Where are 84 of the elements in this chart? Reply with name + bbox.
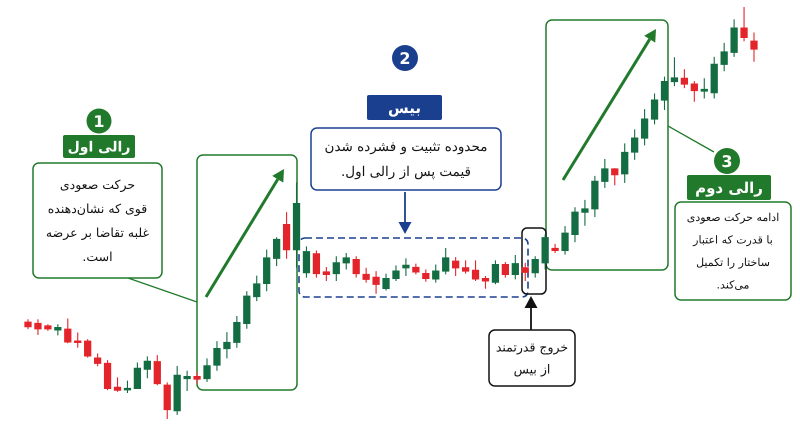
candlestick <box>382 273 390 292</box>
candlestick <box>272 236 280 267</box>
candlestick <box>551 243 559 254</box>
candlestick <box>452 256 460 277</box>
candlestick <box>362 267 370 284</box>
candlestick <box>282 212 290 260</box>
candlestick <box>442 247 450 275</box>
candlestick <box>253 275 260 302</box>
candlestick <box>114 376 122 392</box>
annotation: بیس <box>388 98 421 117</box>
candlestick <box>243 290 250 330</box>
candlestick <box>233 315 240 348</box>
annotation: رالی دوم <box>695 178 763 197</box>
candlestick <box>223 332 231 359</box>
annotation: 1 <box>93 112 105 131</box>
candlestick <box>720 42 728 72</box>
candlestick <box>104 360 112 391</box>
candlestick <box>730 18 738 58</box>
annotation: رالی اول <box>68 140 130 156</box>
candlestick <box>502 261 510 278</box>
candlestick <box>700 78 708 100</box>
candlestick <box>144 356 151 379</box>
candlestick <box>542 234 549 270</box>
candlestick <box>631 128 638 160</box>
candlestick <box>352 256 360 278</box>
candlestick <box>372 270 380 294</box>
candlestick <box>312 250 320 278</box>
candlestick <box>522 262 529 282</box>
candlestick <box>750 32 758 62</box>
candlestick <box>134 362 142 390</box>
candlestick <box>422 268 430 282</box>
annotation: ادامه حرکت صعودی با قدرت که اعتبار ساختار را تکمیل می‌کند. <box>686 211 780 292</box>
candlestick <box>302 246 310 278</box>
candlestick <box>571 206 579 243</box>
candlestick <box>690 80 698 102</box>
candlestick <box>680 68 688 89</box>
candlestick <box>601 158 608 188</box>
candlestick <box>193 371 201 385</box>
candlestick <box>54 324 62 336</box>
candlestick <box>402 258 410 277</box>
candlestick <box>482 275 490 290</box>
candlestick <box>561 226 569 256</box>
candlestick <box>412 263 420 275</box>
candlestick <box>660 76 668 111</box>
candlestick <box>392 264 400 282</box>
candlestick <box>24 318 32 330</box>
candlestick <box>154 354 161 386</box>
annotation: خروج قدرتمند از بیس <box>496 339 568 378</box>
candlestick <box>532 256 539 278</box>
candlestick <box>292 182 300 268</box>
candlestick <box>74 332 82 348</box>
candlestick <box>611 168 618 186</box>
candlestick <box>183 370 191 392</box>
candlestick <box>322 266 330 282</box>
candlestick <box>740 6 748 42</box>
candlestick <box>94 352 102 367</box>
candlestick <box>472 260 480 282</box>
candlestick <box>84 338 92 358</box>
candlestick <box>670 56 678 87</box>
candlestick <box>164 382 171 420</box>
candlestick <box>34 318 42 336</box>
candlestick <box>650 92 658 125</box>
candlestick <box>621 142 628 184</box>
annotation: 3 <box>721 152 733 171</box>
candlestick <box>492 260 500 285</box>
candlestick <box>342 252 350 270</box>
candlestick <box>124 380 132 394</box>
candlestick <box>44 324 52 332</box>
candlestick <box>332 256 340 282</box>
candlestick <box>462 260 470 274</box>
candlestick <box>263 249 270 292</box>
annotation: 2 <box>399 48 411 68</box>
candlestick <box>581 199 589 226</box>
candlestick <box>174 365 181 416</box>
candlestick <box>710 56 718 100</box>
candlestick <box>64 318 72 344</box>
candlestick <box>432 264 440 284</box>
candlestick <box>591 175 599 218</box>
candlestick <box>640 108 648 146</box>
annotation: محدوده تثبیت و فشرده شدن قیمت پس از رالی اول. <box>324 139 488 180</box>
candlestick <box>203 358 211 382</box>
annotation: حرکت صعودی قوی که نشان‌دهنده غلبه تقاضا بر عرضه است. <box>46 176 150 264</box>
candlestick <box>512 254 519 280</box>
candlestick <box>213 340 221 372</box>
